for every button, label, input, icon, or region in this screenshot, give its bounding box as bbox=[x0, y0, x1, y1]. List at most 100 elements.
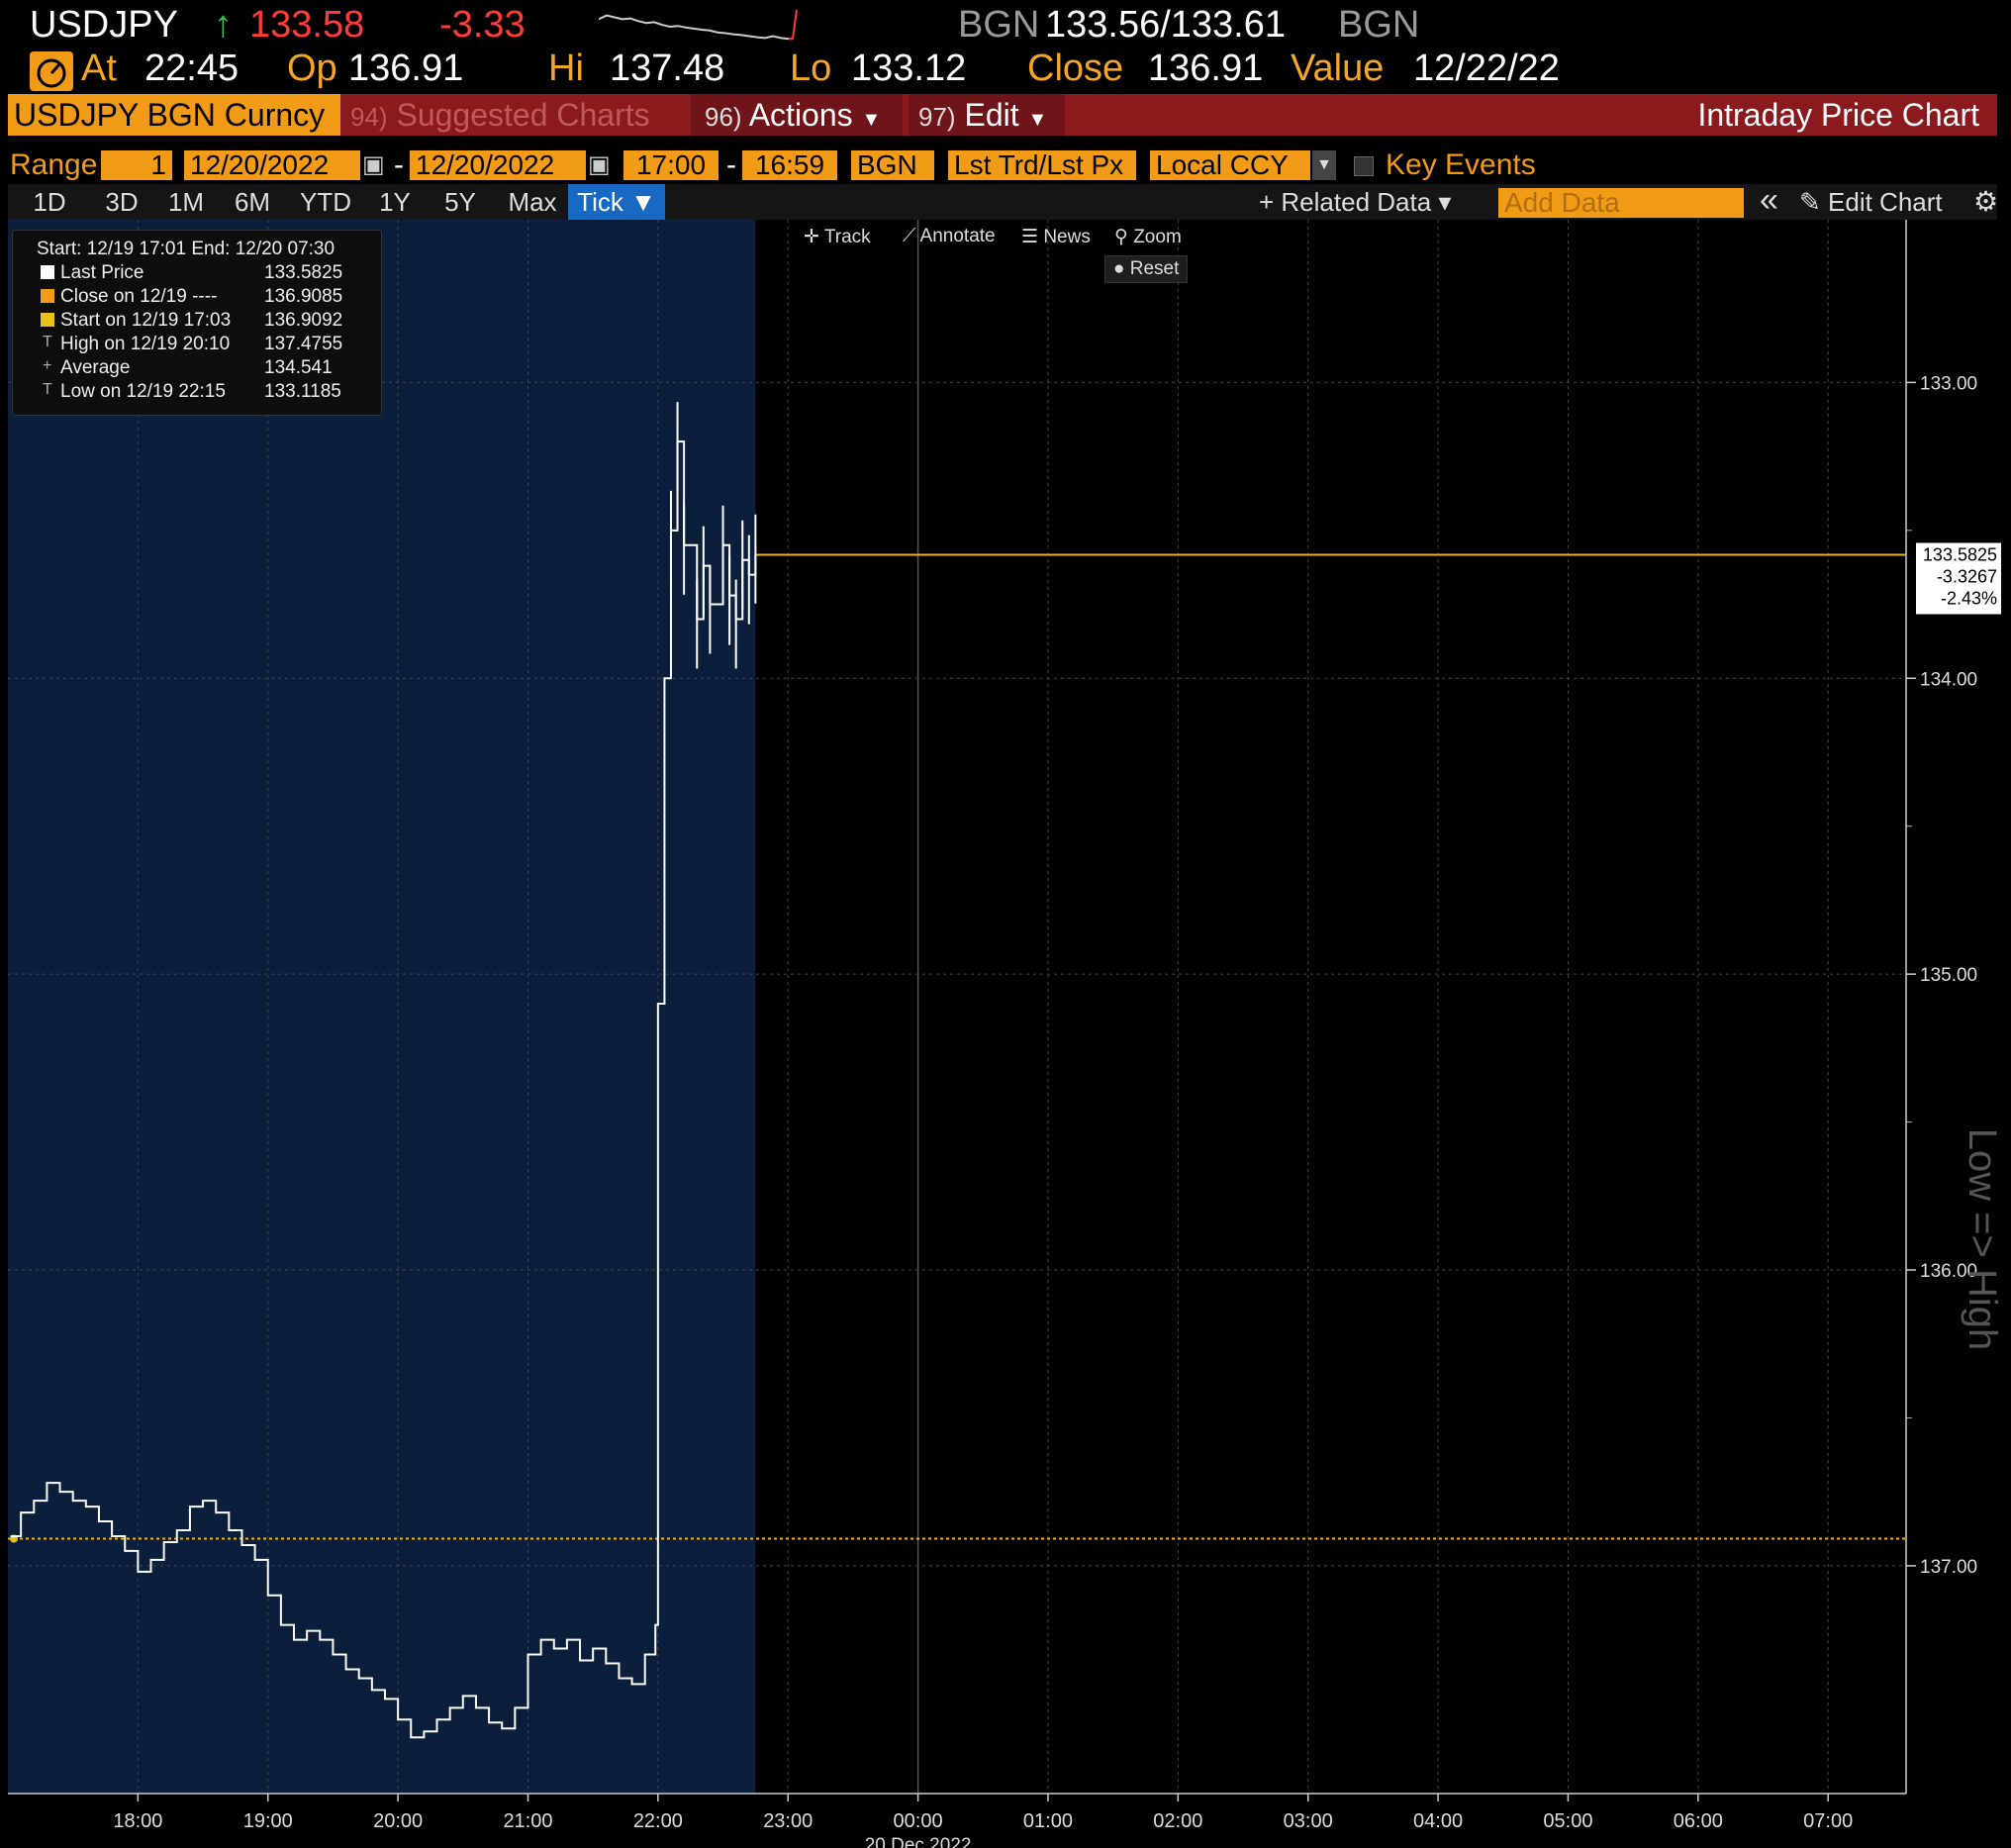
x-tick-label: 01:00 bbox=[1023, 1810, 1073, 1832]
period-tab-max[interactable]: Max bbox=[508, 187, 557, 217]
period-tab-ytd[interactable]: YTD bbox=[300, 187, 351, 217]
x-tick-label: 05:00 bbox=[1543, 1810, 1592, 1832]
last-price-series bbox=[10, 440, 757, 1739]
source-input[interactable]: BGN bbox=[851, 150, 934, 180]
actions-menu[interactable]: 96) Actions ▼ bbox=[691, 94, 903, 136]
crosshair-icon: ✛ bbox=[804, 227, 819, 247]
period-tab-1y[interactable]: 1Y bbox=[379, 187, 411, 217]
magnifier-icon: ⚲ bbox=[1114, 227, 1128, 247]
edit-chart-label: Edit Chart bbox=[1828, 187, 1943, 217]
period-tab-5y[interactable]: 5Y bbox=[444, 187, 476, 217]
open-value: 136.91 bbox=[348, 48, 464, 89]
legend-header: Start: 12/19 17:01 End: 12/20 07:30 bbox=[37, 239, 335, 259]
net-change: -3.33 bbox=[439, 4, 526, 46]
edit-label: Edit bbox=[964, 97, 1019, 133]
suggested-charts-menu[interactable]: 94) Suggested Charts bbox=[350, 94, 687, 136]
annotate-label: Annotate bbox=[919, 226, 996, 246]
speedometer-icon[interactable] bbox=[30, 51, 73, 91]
last-price-tag-pct: -2.43% bbox=[1941, 588, 1997, 608]
price-chart[interactable]: 18:00 19:00 20:00 21:00 22:00 23:00 00:00 01:00… bbox=[0, 220, 2011, 1848]
bid-ask: 133.56/133.61 bbox=[1045, 4, 1287, 46]
ticker: USDJPY bbox=[30, 4, 178, 46]
add-data-input[interactable]: Add Data bbox=[1498, 188, 1744, 218]
at-label: At bbox=[81, 48, 117, 89]
annotate-tool[interactable]: ⟋ Annotate bbox=[903, 226, 996, 247]
track-tool[interactable]: ✛ Track bbox=[804, 226, 871, 248]
reset-button[interactable]: ● Reset bbox=[1104, 255, 1189, 283]
high-value: 137.48 bbox=[610, 48, 725, 89]
legend-label: High on 12/19 20:10 bbox=[60, 334, 231, 354]
legend-value: 136.9085 bbox=[264, 286, 343, 307]
gear-icon[interactable]: ⚙ bbox=[1973, 186, 1999, 217]
zoom-tool[interactable]: ⚲ Zoom bbox=[1114, 226, 1182, 248]
end-time-input[interactable]: 16:59 bbox=[742, 150, 837, 180]
period-tab-tick[interactable]: Tick ▼ bbox=[568, 184, 665, 220]
legend-value: 133.1185 bbox=[264, 381, 341, 402]
low-label: Lo bbox=[790, 48, 832, 89]
security-tab[interactable]: USDJPY BGN Curncy bbox=[8, 94, 340, 136]
related-data-menu[interactable]: + Related Data ▾ bbox=[1259, 187, 1452, 217]
y-axis-direction-label: Low => High bbox=[1961, 1128, 2004, 1351]
calendar-icon[interactable]: ▣ bbox=[588, 151, 611, 178]
start-time-input[interactable]: 17:00 bbox=[623, 150, 718, 180]
x-tick-label: 21:00 bbox=[503, 1810, 552, 1832]
legend-swatch bbox=[41, 289, 54, 303]
last-price-tag bbox=[1916, 542, 2001, 615]
legend-swatch bbox=[41, 313, 54, 327]
field-select[interactable]: Lst Trd/Lst Px bbox=[948, 150, 1136, 180]
legend: Start: 12/19 17:01 End: 12/20 07:30 Last… bbox=[12, 230, 382, 416]
legend-value: 136.9092 bbox=[264, 310, 343, 331]
shaded-session-region bbox=[8, 220, 756, 1794]
x-tick-label: 22:00 bbox=[633, 1810, 683, 1832]
x-tick-label: 06:00 bbox=[1674, 1810, 1723, 1832]
period-tab-3d[interactable]: 3D bbox=[105, 187, 139, 217]
value-label: Value bbox=[1291, 48, 1385, 89]
news-icon: ☰ bbox=[1021, 227, 1039, 247]
chevron-down-icon: ▼ bbox=[1027, 109, 1048, 131]
legend-value: 134.541 bbox=[264, 357, 333, 378]
calendar-icon[interactable]: ▣ bbox=[362, 151, 385, 178]
period-tab-6m[interactable]: 6M bbox=[234, 187, 271, 217]
collapse-icon[interactable]: « bbox=[1760, 181, 1778, 219]
last-price: 133.58 bbox=[249, 4, 365, 46]
start-date-input[interactable]: 12/20/2022 bbox=[184, 150, 360, 180]
last-price-tag-value: 133.5825 bbox=[1923, 544, 1997, 564]
key-events-label: Key Events bbox=[1386, 148, 1536, 181]
period-tab-1d[interactable]: 1D bbox=[33, 187, 66, 217]
edit-chart-button[interactable]: ✎ Edit Chart bbox=[1799, 184, 1943, 220]
currency-select[interactable]: Local CCY bbox=[1150, 150, 1310, 180]
key-events-checkbox[interactable] bbox=[1354, 156, 1374, 176]
end-date-input[interactable]: 12/20/2022 bbox=[410, 150, 586, 180]
value-date: 12/22/22 bbox=[1413, 48, 1560, 89]
last-time: 22:45 bbox=[144, 48, 239, 89]
range-label: Range bbox=[10, 148, 98, 181]
chevron-down-icon[interactable]: ▼ bbox=[1312, 150, 1336, 180]
period-bar: 1D 3D 1M 6M YTD 1Y 5Y Max Tick ▼ + Related Data … bbox=[8, 181, 1999, 220]
news-label: News bbox=[1043, 227, 1091, 247]
close-value: 136.91 bbox=[1148, 48, 1264, 89]
legend-swatch bbox=[41, 265, 54, 279]
x-date-label: 20 Dec 2022 bbox=[865, 1835, 972, 1848]
track-label: Track bbox=[823, 227, 871, 247]
legend-label: Average bbox=[60, 357, 131, 378]
x-tick-label: 07:00 bbox=[1803, 1810, 1853, 1832]
legend-value: 137.4755 bbox=[264, 334, 343, 354]
time-dash: - bbox=[726, 148, 736, 181]
suggested-label: Suggested Charts bbox=[396, 97, 650, 133]
source-label: BGN bbox=[958, 4, 1040, 46]
x-tick-label: 03:00 bbox=[1284, 1810, 1333, 1832]
edit-menu[interactable]: 97) Edit ▼ bbox=[909, 94, 1065, 136]
chart-title: Intraday Price Chart bbox=[1697, 97, 1979, 133]
period-tab-1m[interactable]: 1M bbox=[167, 187, 205, 217]
x-tick-label: 20:00 bbox=[373, 1810, 423, 1832]
chevron-down-icon: ▼ bbox=[861, 109, 882, 131]
x-tick-label: 19:00 bbox=[243, 1810, 293, 1832]
last-price-tag-change: -3.3267 bbox=[1937, 566, 1997, 586]
actions-label: Actions bbox=[748, 97, 853, 133]
x-tick-label: 02:00 bbox=[1153, 1810, 1202, 1832]
range-value-input[interactable]: 1 bbox=[101, 150, 172, 180]
news-tool[interactable]: ☰ News bbox=[1021, 226, 1091, 248]
legend-value: 133.5825 bbox=[264, 262, 343, 283]
range-marker-icon: T bbox=[43, 381, 52, 398]
legend-label: Low on 12/19 22:15 bbox=[60, 381, 226, 402]
